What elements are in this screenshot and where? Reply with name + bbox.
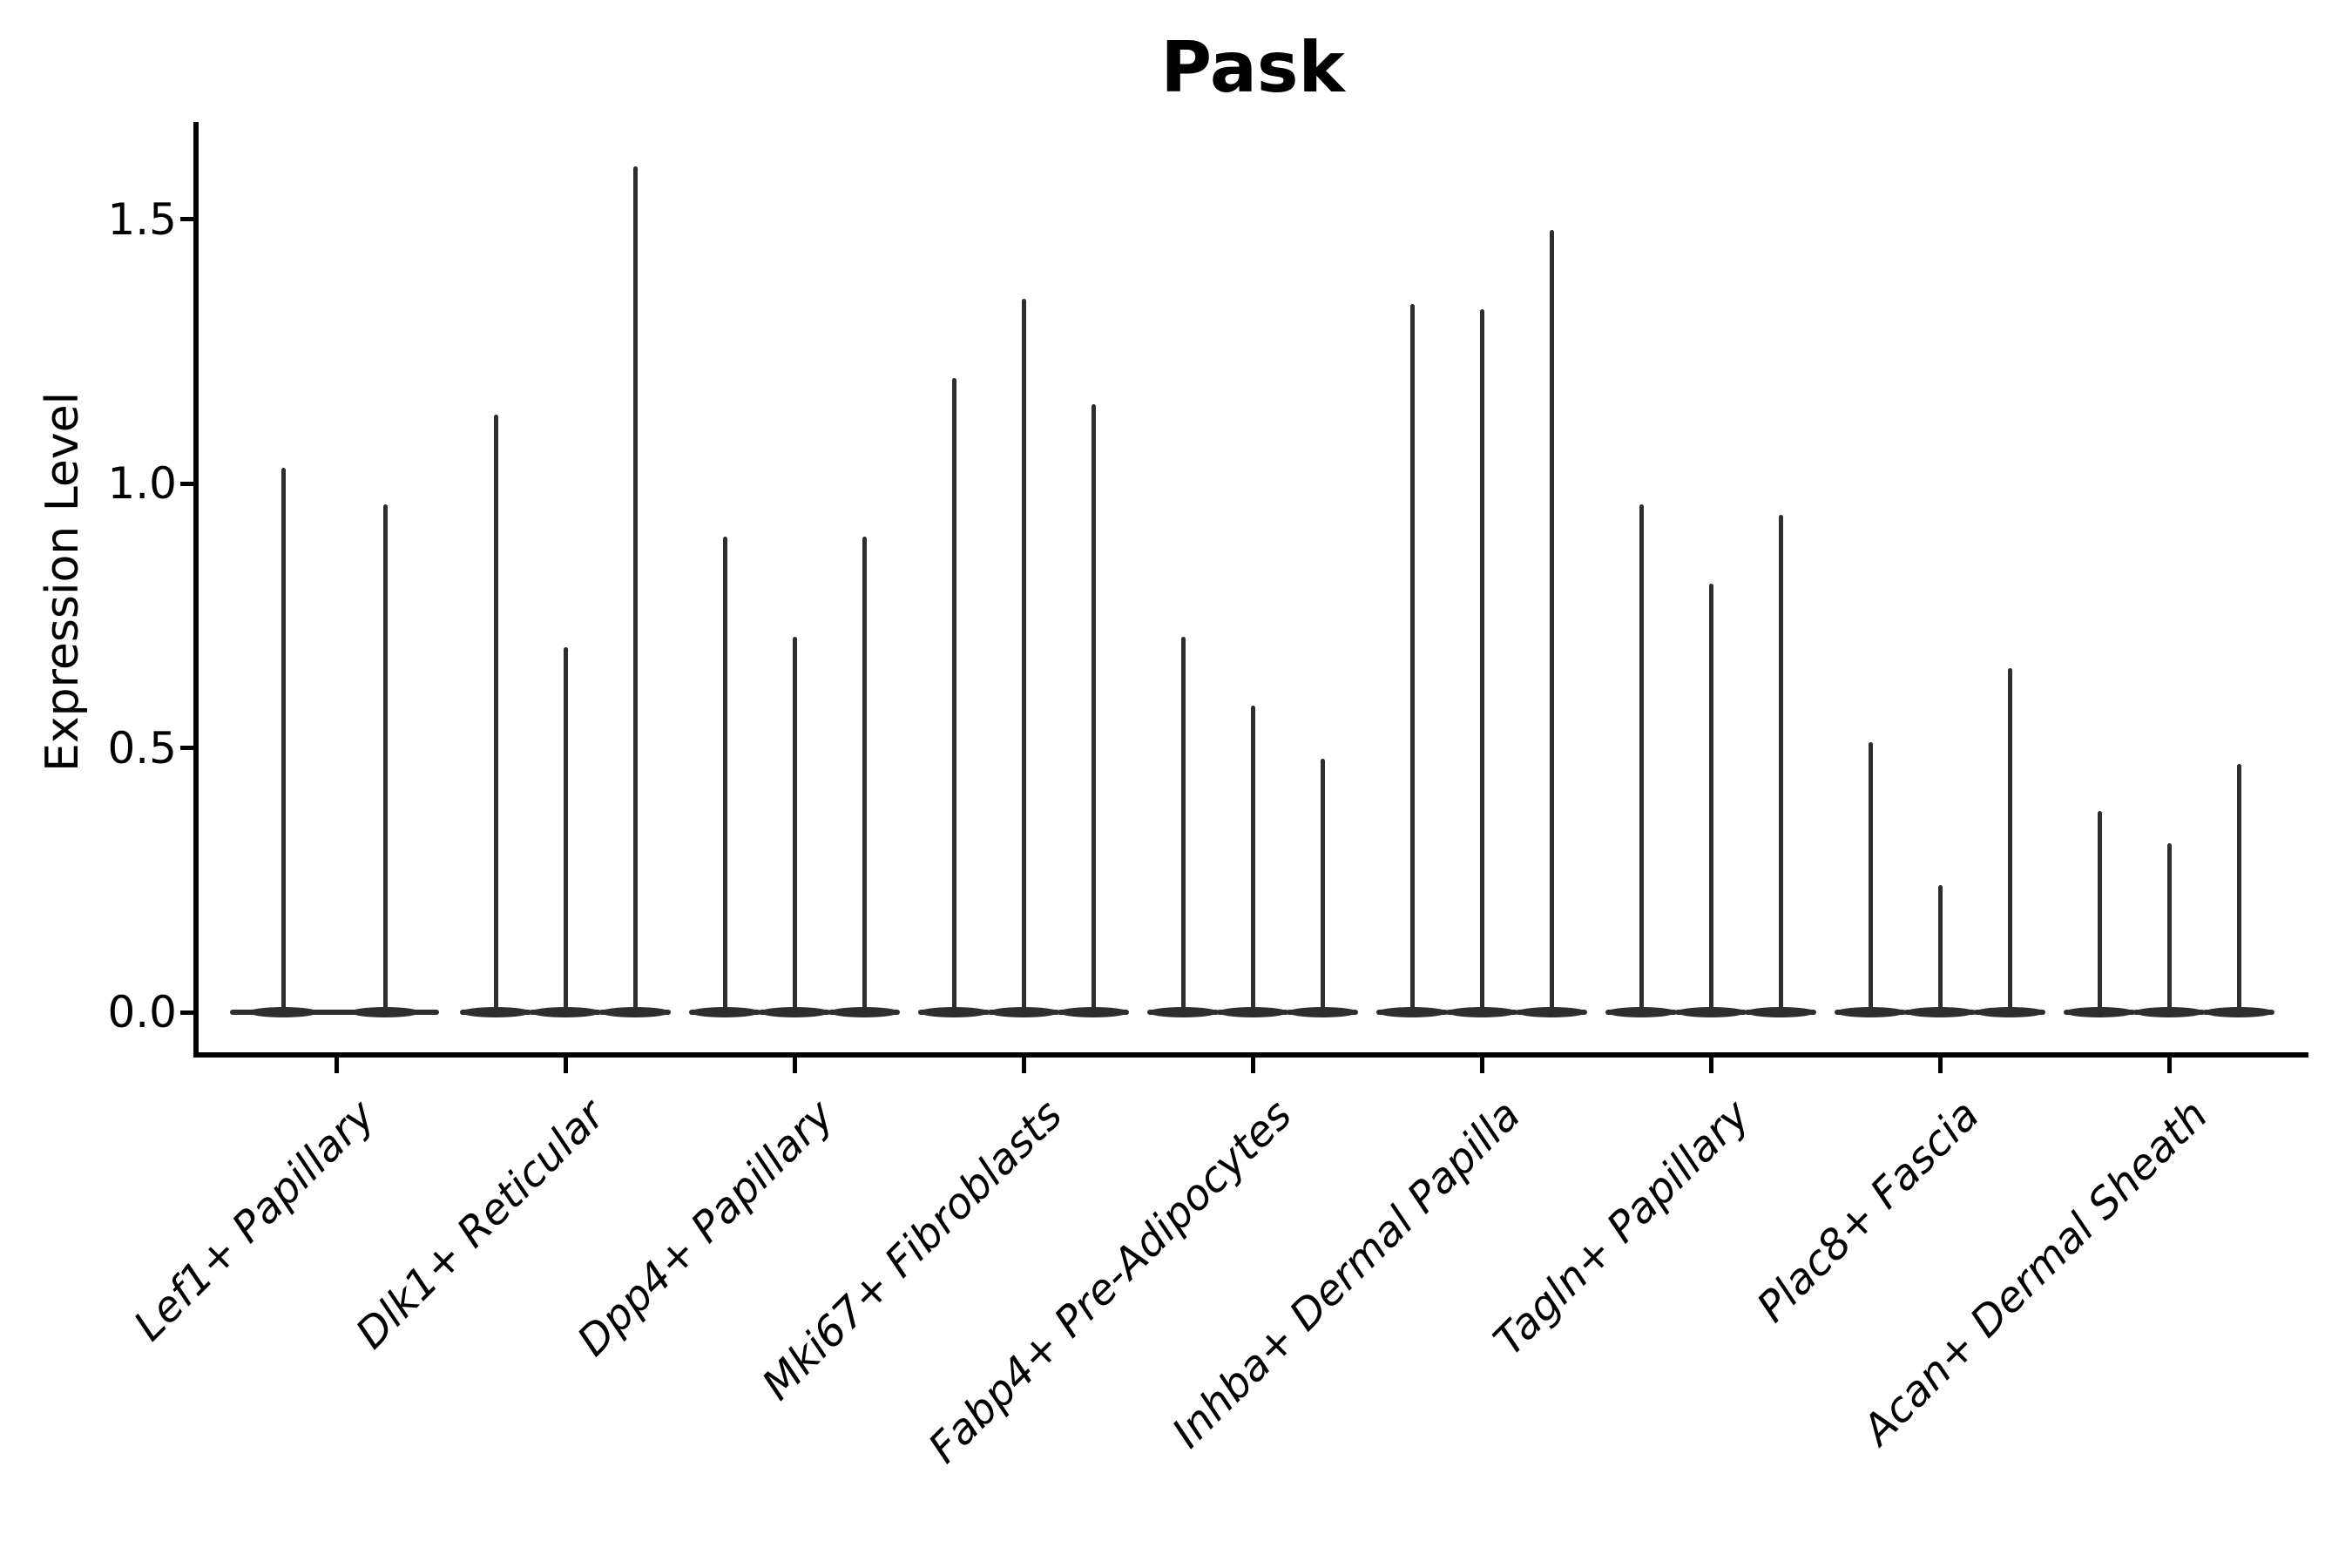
violin-spike [1180, 637, 1186, 1015]
violin-spike [563, 647, 568, 1015]
x-tick-label: Lef1+ Papillary [125, 1091, 385, 1351]
violin-spike [1021, 298, 1026, 1015]
violin-spike [1250, 705, 1255, 1015]
violin-spike [1091, 403, 1096, 1015]
y-tick-mark [180, 746, 194, 750]
x-tick-mark [1937, 1058, 1943, 1073]
y-tick-label: 0.0 [107, 987, 177, 1037]
violin-spike [1639, 504, 1644, 1015]
x-tick-label: Tagln+ Papillary [1484, 1091, 1760, 1366]
violin-spike [1320, 758, 1325, 1015]
violin-spike [1409, 303, 1415, 1015]
violin-spike [1778, 515, 1783, 1015]
y-tick-mark [180, 217, 194, 221]
x-tick-mark [792, 1058, 797, 1073]
x-tick-mark [334, 1058, 339, 1073]
violin-spike [951, 377, 956, 1015]
y-tick-label: 0.5 [107, 722, 177, 774]
violin-spike [722, 536, 727, 1015]
violin-spike [792, 637, 797, 1015]
violin-spike [2097, 811, 2102, 1015]
x-tick-mark [1021, 1058, 1026, 1073]
violin-spike [2166, 842, 2172, 1015]
x-tick-label: Plac8+ Fascia [1747, 1091, 1989, 1332]
violin-spike [2007, 668, 2012, 1015]
y-tick-mark [180, 481, 194, 486]
violin-spike [632, 166, 638, 1015]
x-axis-spine [193, 1052, 2308, 1058]
x-tick-mark [1708, 1058, 1713, 1073]
y-tick-label: 1.5 [107, 193, 177, 245]
violin-spike [862, 536, 867, 1015]
y-tick-mark [180, 1010, 194, 1015]
violin-spike [1549, 229, 1554, 1015]
y-axis-label: Expression Level [37, 391, 89, 773]
x-tick-label: Dlk1+ Reticular [346, 1091, 614, 1359]
violin-spike [1937, 885, 1943, 1015]
violin-spike [2236, 763, 2241, 1015]
violin-spike [493, 415, 498, 1015]
x-tick-label: Dpp4+ Papillary [568, 1091, 843, 1366]
violin-spike [280, 467, 286, 1015]
x-tick-mark [563, 1058, 568, 1073]
violin-spike [1868, 742, 1873, 1015]
x-tick-mark [1250, 1058, 1255, 1073]
violin-spike [1708, 584, 1713, 1015]
chart-title: Pask [1160, 27, 1345, 108]
violin-spike [382, 504, 388, 1015]
y-axis-spine [193, 122, 199, 1057]
violin-spike [1479, 308, 1484, 1015]
y-tick-label: 1.0 [107, 458, 177, 509]
x-tick-mark [2166, 1058, 2172, 1073]
x-tick-label: Fabp4+ Pre-Adipocytes [919, 1091, 1301, 1473]
x-tick-mark [1479, 1058, 1484, 1073]
